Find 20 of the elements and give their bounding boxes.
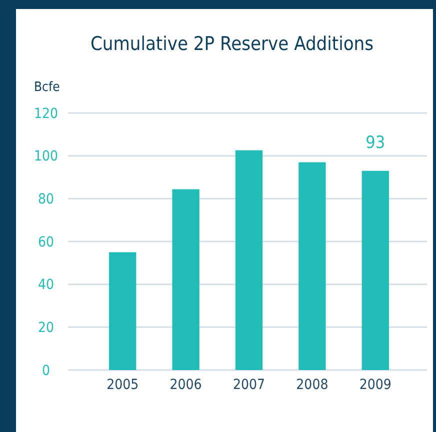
bar — [362, 170, 389, 370]
x-tick-label: 2006 — [170, 377, 202, 393]
bar — [172, 189, 200, 370]
bar — [298, 162, 326, 370]
y-tick-label: 0 — [42, 362, 50, 379]
x-tick-label: 2008 — [296, 377, 328, 393]
y-tick-label: 100 — [34, 148, 58, 165]
y-tick-label: 120 — [34, 106, 58, 122]
x-tick-label: 2009 — [359, 377, 392, 393]
y-tick-label: 20 — [38, 320, 54, 336]
bar — [109, 252, 136, 370]
y-tick-label: 60 — [38, 234, 54, 250]
x-tick-label: 2005 — [106, 377, 139, 393]
y-axis-title: Bcfe — [34, 80, 60, 95]
y-tick-label: 80 — [38, 192, 54, 208]
chart-title: Cumulative 2P Reserve Additions — [90, 33, 374, 55]
y-tick-label: 40 — [38, 277, 54, 294]
data-label: 93 — [366, 132, 386, 153]
x-tick-label: 2007 — [232, 377, 266, 393]
bar — [235, 150, 263, 370]
